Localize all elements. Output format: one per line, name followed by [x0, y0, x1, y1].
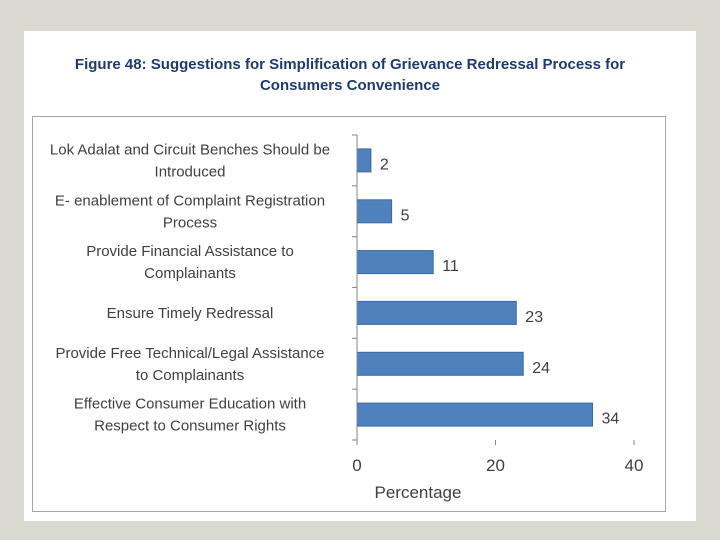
chart-panel — [24, 31, 696, 521]
chart-title-line-2: Consumers Convenience — [259, 77, 441, 94]
plot-area — [32, 116, 666, 512]
x-tick-label: 20 — [486, 456, 505, 475]
data-label: 24 — [532, 360, 550, 377]
bar — [356, 351, 524, 376]
category-label: Lok Adalat and Circuit Benches Should be — [50, 141, 330, 158]
x-tick-label: 0 — [352, 456, 361, 475]
data-label: 2 — [380, 156, 389, 173]
data-label: 5 — [401, 207, 410, 224]
x-axis-title: Percentage — [375, 483, 462, 502]
bar — [356, 148, 372, 173]
bar — [356, 199, 393, 224]
category-label: Provide Financial Assistance to — [86, 243, 294, 260]
bar — [356, 250, 434, 275]
category-label: Ensure Timely Redressal — [107, 305, 274, 322]
data-label: 34 — [602, 411, 620, 428]
category-label: E- enablement of Complaint Registration — [55, 192, 325, 209]
x-tick-label: 40 — [625, 456, 644, 475]
category-label: to Complainants — [136, 367, 244, 384]
category-label: Provide Free Technical/Legal Assistance — [55, 345, 324, 362]
bar — [356, 300, 517, 325]
category-label: Introduced — [155, 163, 226, 180]
bar — [356, 402, 593, 427]
category-label: Complainants — [144, 265, 236, 282]
category-label: Process — [163, 214, 217, 231]
category-label: Respect to Consumer Rights — [94, 418, 286, 435]
chart-title-line-1: Figure 48: Suggestions for Simplificatio… — [74, 56, 626, 73]
category-label: Effective Consumer Education with — [74, 396, 306, 413]
chart-title: Figure 48: Suggestions for Simplificatio… — [24, 54, 676, 96]
data-label: 23 — [525, 309, 543, 326]
data-label: 11 — [442, 258, 459, 275]
